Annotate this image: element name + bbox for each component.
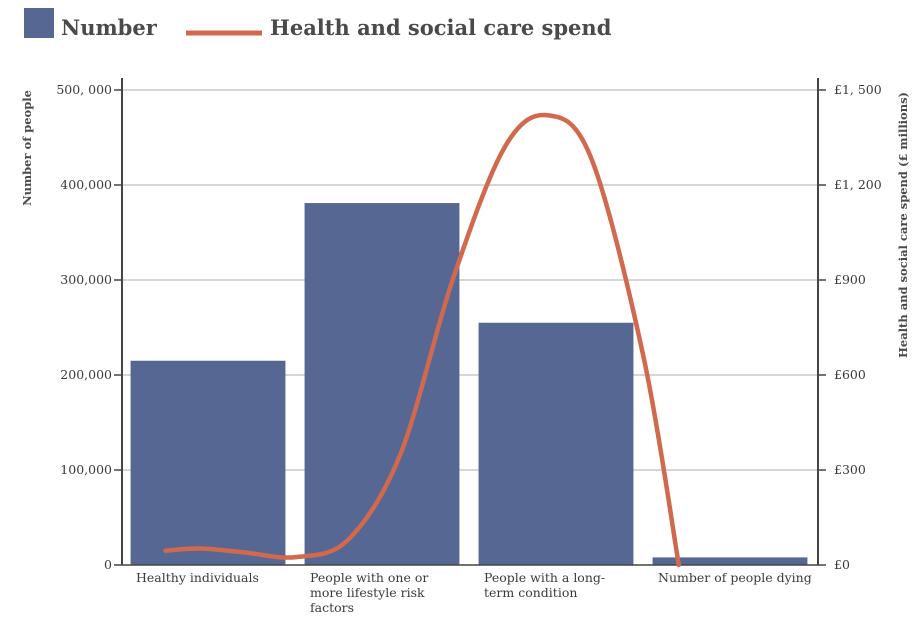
y2-tick-label: £600 bbox=[834, 367, 866, 382]
category-label-line: Healthy individuals bbox=[136, 570, 259, 585]
y2-tick-label: £1, 500 bbox=[834, 82, 882, 97]
y2-tick-label: £0 bbox=[834, 557, 850, 572]
legend-label-spend: Health and social care spend bbox=[270, 15, 612, 40]
category-label-line: factors bbox=[310, 600, 354, 615]
bar bbox=[130, 360, 286, 565]
y-tick-labels: 0 100,000 200,000 300,000 400,000 500, 000 bbox=[56, 82, 112, 572]
category-label-line: more lifestyle risk bbox=[310, 585, 425, 600]
axes bbox=[121, 78, 819, 566]
category-label-line: Number of people dying bbox=[658, 570, 812, 585]
category-label-line: People with one or bbox=[310, 570, 428, 585]
legend: Number Health and social care spend bbox=[24, 8, 612, 40]
y-tick-label: 200,000 bbox=[60, 367, 112, 382]
category-label: People with one or more lifestyle risk fac… bbox=[310, 570, 428, 615]
bar bbox=[478, 322, 634, 565]
y2-axis-title: Health and social care spend (£ millions… bbox=[896, 92, 910, 358]
y2-tick-label: £900 bbox=[834, 272, 866, 287]
y2-tick-label: £1, 200 bbox=[834, 177, 882, 192]
y-axis-title: Number of people bbox=[20, 90, 34, 206]
category-label: Number of people dying bbox=[658, 570, 812, 585]
category-label-line: People with a long- bbox=[484, 570, 605, 585]
category-label: People with a long-term condition bbox=[484, 570, 605, 600]
bar bbox=[304, 203, 460, 566]
category-label: Healthy individuals bbox=[136, 570, 259, 585]
y-tick-label: 300,000 bbox=[60, 272, 112, 287]
category-label-line: term condition bbox=[484, 585, 577, 600]
y-tick-label: 400,000 bbox=[60, 177, 112, 192]
bar bbox=[652, 557, 808, 565]
y2-tick-labels: £0 £300 £600 £900 £1, 200 £1, 500 bbox=[834, 82, 882, 572]
legend-label-number: Number bbox=[61, 15, 158, 40]
y-tick-label: 500, 000 bbox=[56, 82, 112, 97]
y-tick-label: 0 bbox=[104, 557, 112, 572]
bars bbox=[130, 203, 808, 566]
y-tick-label: 100,000 bbox=[60, 462, 112, 477]
legend-bar-swatch bbox=[24, 8, 54, 38]
spend-line bbox=[163, 112, 682, 568]
category-labels: Healthy individuals People with one or mor… bbox=[136, 570, 812, 615]
y2-tick-label: £300 bbox=[834, 462, 866, 477]
